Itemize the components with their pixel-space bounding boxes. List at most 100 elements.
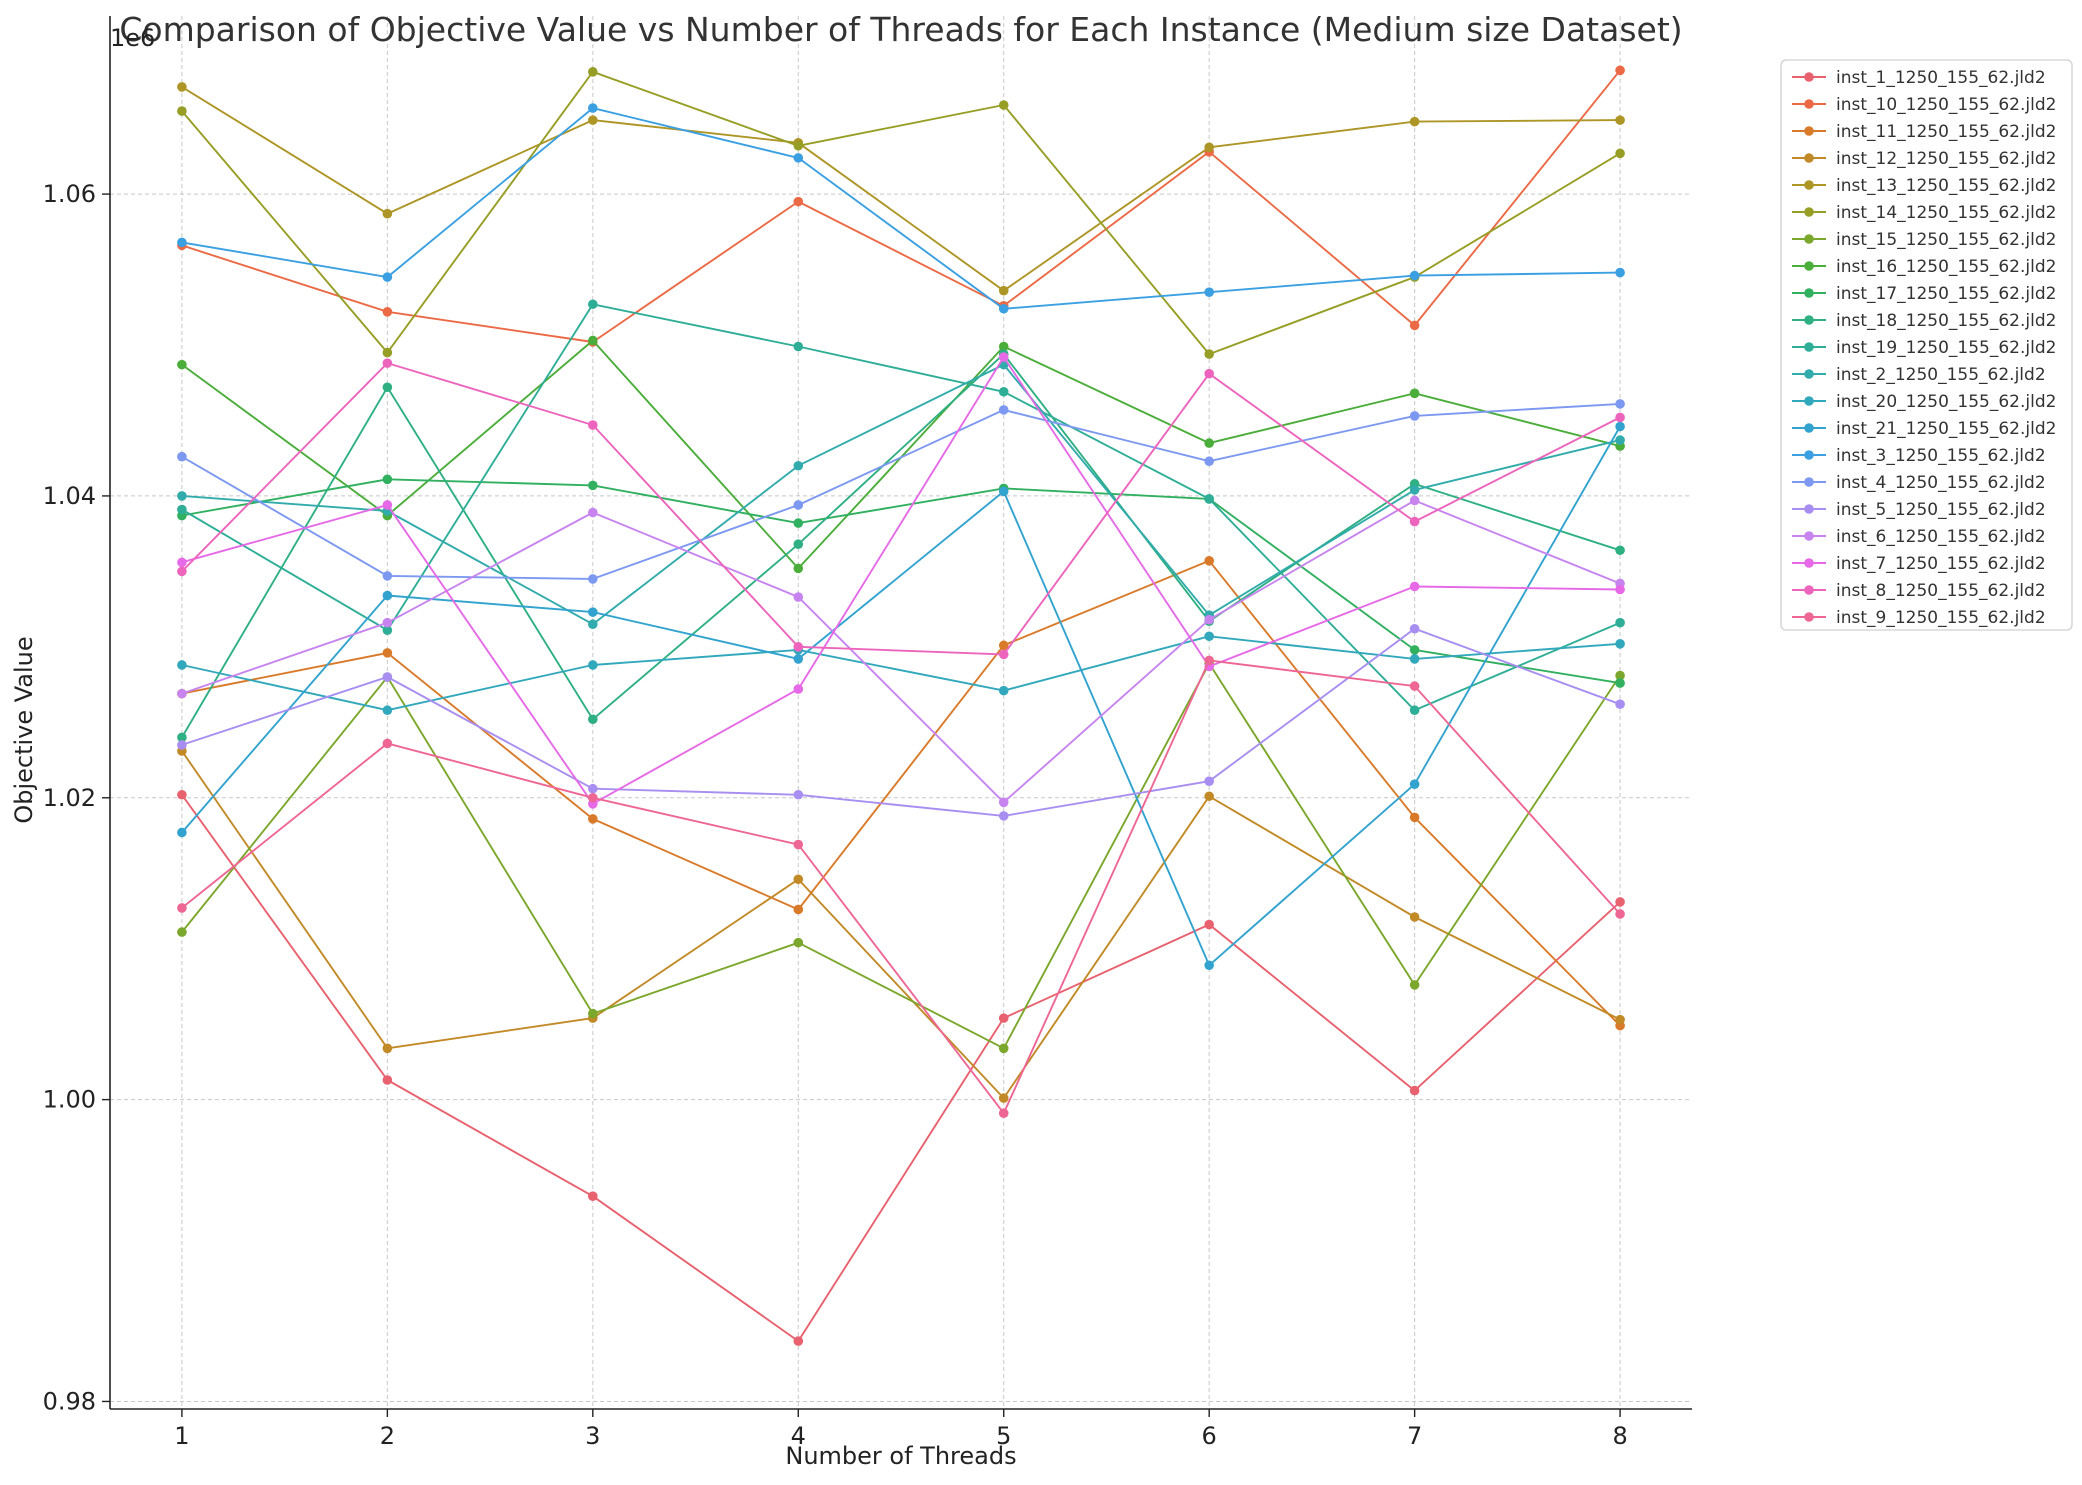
data-point [588,507,598,518]
x-tick-label: 6 [1202,1422,1217,1450]
data-point [1409,116,1420,127]
data-point [1409,320,1420,331]
legend-label: inst_12_1250_155_62.jld2 [1836,149,2056,169]
series-16 [177,399,1625,584]
legend-label: inst_20_1250_155_62.jld2 [1836,392,2056,412]
data-point [1615,421,1625,432]
y-tick-label: 1.02 [43,784,96,812]
x-tick-label: 1 [174,1422,189,1450]
data-point [998,1043,1009,1054]
data-point [177,732,187,743]
data-point [1204,287,1214,297]
data-point [588,607,598,617]
data-point [177,927,187,937]
data-point [1615,412,1625,423]
data-point [1204,631,1214,642]
legend-item: inst_9_1250_155_62.jld2 [1792,608,2046,628]
data-point [1409,980,1420,990]
series-line [181,362,1621,656]
legend-label: inst_21_1250_155_62.jld2 [1836,419,2056,439]
series-line [181,353,1621,738]
legend-swatch-marker [1804,423,1814,433]
data-point [1204,349,1214,359]
data-point [382,382,393,393]
data-point [588,574,598,584]
x-axis-label: Number of Threads [785,1442,1016,1470]
legend-item: inst_15_1250_155_62.jld2 [1792,230,2056,250]
x-tick-label: 5 [996,1422,1011,1450]
legend-item: inst_19_1250_155_62.jld2 [1792,338,2056,358]
legend-label: inst_17_1250_155_62.jld2 [1836,284,2056,304]
data-point [1615,399,1625,409]
data-point [382,672,393,682]
data-point [1615,909,1625,919]
data-point [1409,623,1420,634]
legend-label: inst_13_1250_155_62.jld2 [1836,176,2056,196]
data-point [1409,270,1420,281]
series-20 [177,358,1625,660]
legend-swatch-marker [1804,126,1814,136]
data-point [1409,812,1420,823]
legend-swatch-marker [1804,207,1814,217]
data-point [793,341,804,352]
series-8 [177,335,1625,574]
data-point [588,103,598,113]
data-point [1204,776,1214,786]
data-point [177,82,187,92]
legend-label: inst_7_1250_155_62.jld2 [1836,554,2046,574]
data-point [588,792,598,803]
series-line [181,662,1621,1050]
data-point [1409,388,1420,399]
data-point [793,140,804,151]
data-point [793,460,804,471]
legend-label: inst_3_1250_155_62.jld2 [1836,446,2046,466]
data-point [588,1008,598,1019]
series-line [181,499,1621,804]
series-21 [177,655,1625,1118]
data-point [588,660,598,670]
data-point [793,789,804,800]
data-point [177,557,187,568]
data-point [177,359,187,370]
legend-swatch-marker [1804,99,1814,109]
data-point [177,504,187,515]
data-point [177,660,187,670]
data-point [1409,779,1420,789]
data-point [1204,494,1214,504]
data-point [1204,142,1214,153]
data-point [1615,617,1625,628]
legend-item: inst_20_1250_155_62.jld2 [1792,392,2056,412]
data-point [998,285,1009,296]
data-point [1409,516,1420,527]
data-point [793,196,804,207]
series-2 [177,65,1625,347]
data-point [793,592,804,602]
legend-label: inst_11_1250_155_62.jld2 [1836,122,2056,142]
series-layer [177,65,1625,1346]
series-3 [177,556,1625,1031]
legend-label: inst_4_1250_155_62.jld2 [1836,473,2046,493]
series-11 [177,299,1625,716]
legend-item: inst_1_1250_155_62.jld2 [1792,68,2046,88]
series-line [181,426,1621,967]
legend-swatch-marker [1804,234,1814,244]
data-point [382,347,393,358]
series-1 [177,789,1625,1346]
legend-label: inst_9_1250_155_62.jld2 [1836,608,2046,628]
data-point [998,797,1009,808]
legend-item: inst_4_1250_155_62.jld2 [1792,473,2046,493]
legend-item: inst_14_1250_155_62.jld2 [1792,203,2056,223]
x-tick-label: 7 [1407,1422,1422,1450]
legend-item: inst_21_1250_155_62.jld2 [1792,419,2056,439]
data-point [998,811,1009,821]
data-point [1204,791,1214,802]
data-point [793,937,804,948]
data-point [998,1013,1009,1023]
data-point [793,1336,804,1346]
data-point [588,115,598,125]
series-line [181,356,1621,805]
data-point [588,299,598,310]
data-point [382,705,393,716]
data-point [382,571,393,581]
series-6 [177,67,1625,359]
